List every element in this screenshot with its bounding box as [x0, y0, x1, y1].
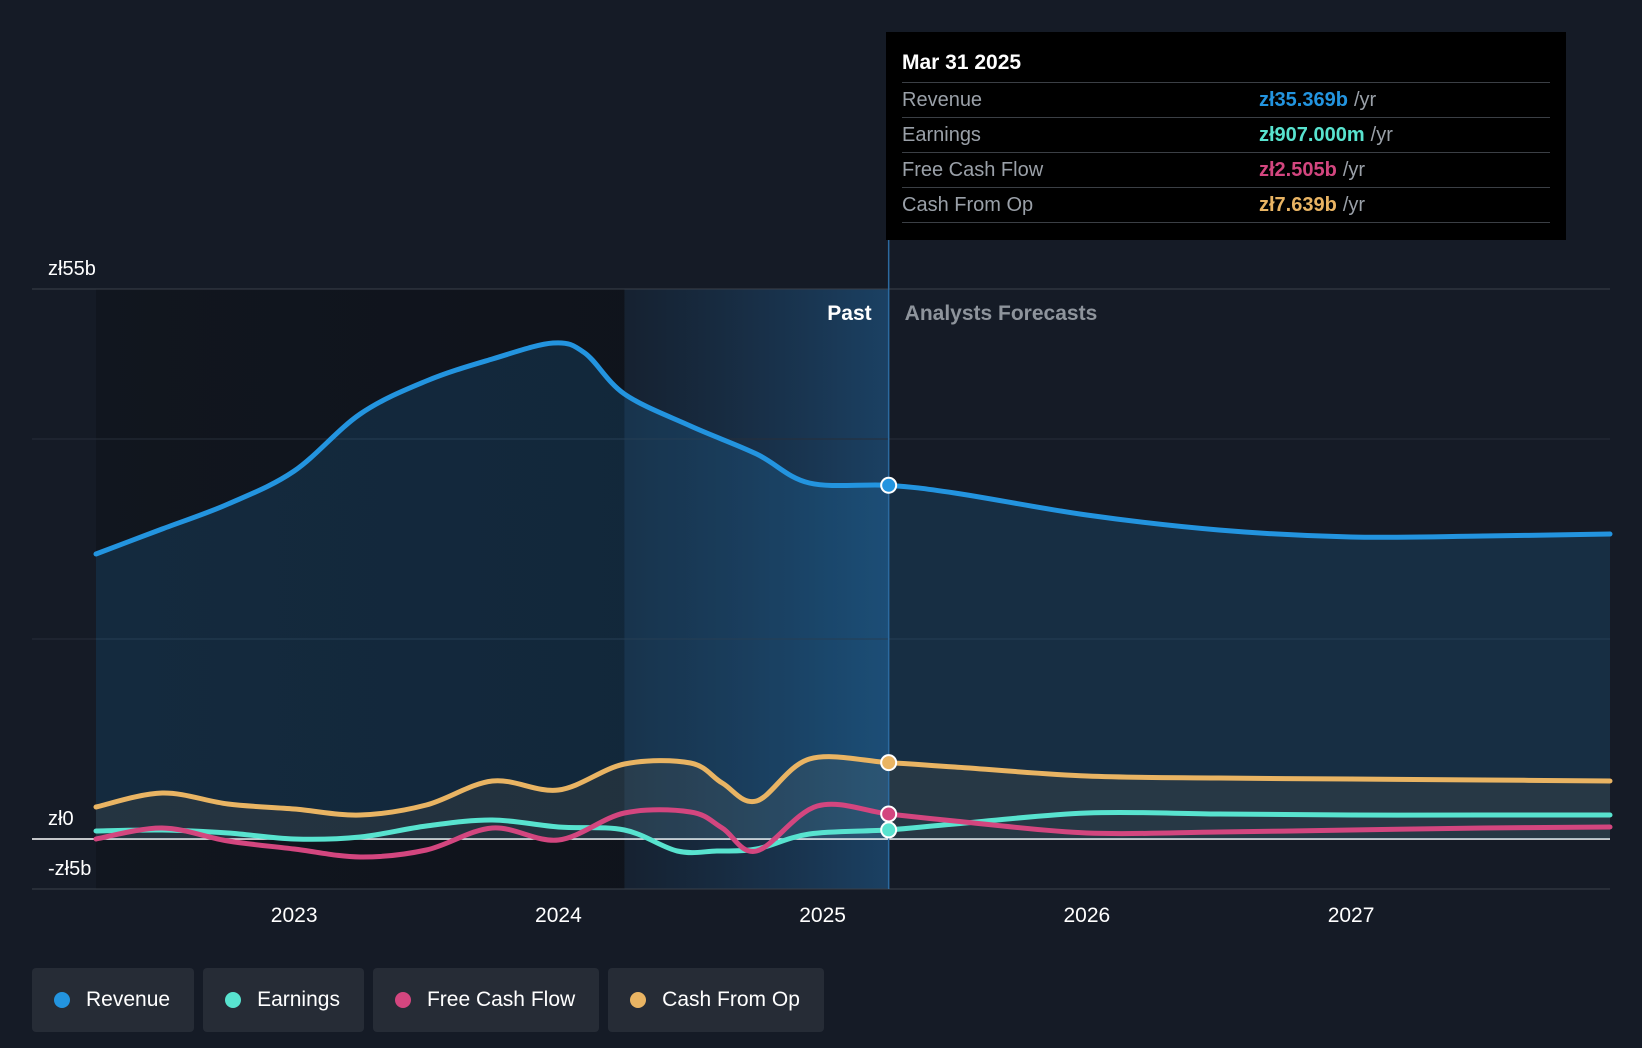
tooltip: Mar 31 2025 Revenue zł35.369b /yr Earnin… — [886, 32, 1566, 240]
x-axis-label: 2023 — [271, 904, 318, 927]
past-highlight — [624, 289, 889, 889]
tooltip-value: zł7.639b — [1259, 194, 1337, 216]
legend-dot-icon — [225, 992, 242, 1008]
forecast-label: Analysts Forecasts — [905, 302, 1098, 325]
tooltip-value: zł907.000m — [1259, 124, 1365, 146]
area-revenue — [96, 342, 1610, 839]
tooltip-value: zł2.505b — [1259, 159, 1337, 181]
y-axis-label: zł0 — [48, 808, 74, 830]
tooltip-label: Revenue — [902, 89, 983, 111]
tooltip-row-free-cash-flow: Free Cash Flow zł2.505b /yr — [902, 152, 1550, 187]
line-cash-from-op — [93, 754, 1613, 818]
legend-dot-icon — [54, 992, 70, 1008]
x-axis-label: 2026 — [1063, 904, 1110, 927]
tooltip-row-earnings: Earnings zł907.000m /yr — [902, 117, 1550, 152]
tooltip-label: Free Cash Flow — [902, 159, 1044, 181]
tooltip-unit: /yr — [1342, 159, 1366, 181]
tooltip-row-cash-from-op: Cash From Op zł7.639b /yr — [902, 187, 1550, 223]
y-axis-label: -zł5b — [48, 858, 91, 880]
legend-item-cash-from-op[interactable]: Cash From Op — [608, 968, 824, 1032]
marker-cash-from-op — [880, 754, 898, 772]
tooltip-value: zł35.369b — [1259, 89, 1348, 111]
marker-revenue — [880, 476, 898, 494]
legend-label: Free Cash Flow — [426, 988, 576, 1011]
tooltip-date: Mar 31 2025 — [902, 51, 1022, 74]
past-label: Past — [827, 302, 871, 325]
legend-item-earnings[interactable]: Earnings — [203, 968, 364, 1032]
legend-label: Cash From Op — [662, 988, 800, 1011]
tooltip-unit: /yr — [1370, 124, 1393, 146]
tooltip-row-revenue: Revenue zł35.369b /yr — [902, 82, 1550, 117]
line-free-cash-flow — [93, 801, 1613, 860]
tooltip-unit: /yr — [1353, 89, 1377, 111]
y-axis-label: zł55b — [48, 258, 96, 280]
tooltip-label: Earnings — [902, 124, 981, 146]
legend-item-revenue[interactable]: Revenue — [32, 968, 195, 1032]
legend-label: Revenue — [86, 988, 171, 1011]
tooltip-label: Cash From Op — [902, 194, 1034, 216]
legend-item-free-cash-flow[interactable]: Free Cash Flow — [372, 968, 600, 1032]
x-axis-label: 2025 — [799, 904, 846, 927]
line-revenue — [93, 340, 1613, 557]
legend-dot-icon — [394, 992, 411, 1008]
legend-dot-icon — [630, 992, 647, 1008]
x-axis-label: 2027 — [1328, 904, 1375, 927]
marker-earnings — [880, 821, 898, 839]
x-axis-label: 2024 — [535, 904, 582, 927]
legend-label: Earnings — [257, 988, 340, 1011]
tooltip-unit: /yr — [1342, 194, 1366, 216]
marker-free-cash-flow — [880, 805, 898, 823]
legend: Revenue Earnings Free Cash Flow Cash Fro… — [32, 968, 824, 1032]
line-earnings — [93, 809, 1613, 856]
